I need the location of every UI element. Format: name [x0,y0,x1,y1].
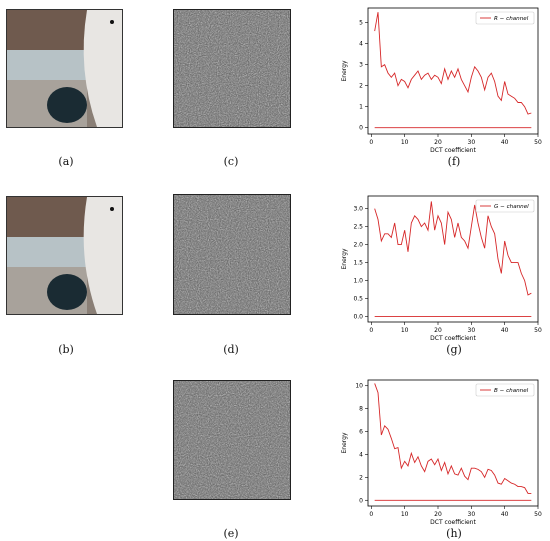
y-tick-label: 1 [359,104,363,111]
y-tick-label: 3.0 [353,206,363,213]
caption-d: (d) [223,343,239,356]
x-tick-label: 50 [534,139,542,146]
plot-frame [367,195,539,323]
photo-b [6,196,123,315]
y-tick-label: 1.5 [353,260,363,267]
dct-noise-c [173,9,291,128]
series-line-b-channel [374,383,532,494]
y-tick-label: 4 [359,41,363,48]
y-tick-label: 0 [359,497,363,504]
legend-label: G − channel [494,204,529,210]
x-tick-label: 40 [501,511,509,518]
legend-box [475,11,535,25]
y-tick-label: 5 [359,20,363,27]
x-tick-label: 10 [401,327,409,334]
bird-image-b [7,197,122,314]
x-tick-label: 20 [434,139,442,146]
y-tick-label: 3 [359,62,363,69]
caption-c: (c) [223,155,239,168]
y-tick-label: 2.5 [353,224,363,231]
x-tick-label: 10 [401,139,409,146]
x-tick-label: 50 [534,327,542,334]
x-tick-label: 20 [434,511,442,518]
x-tick-label: 40 [501,139,509,146]
dct-noise-d [173,194,291,315]
series-line-r-channel [374,12,532,115]
energy-chart-g-svg: 0 10 20 30 40 50 0.0 0.5 1.0 1.5 2.0 2.5 3.0 DCT coef… [341,195,542,342]
y-tick-label: 1.0 [353,278,363,285]
caption-b: (b) [58,343,74,356]
energy-chart-b: 0 10 20 30 40 50 0 2 4 6 8 10 DCT coefficient Energy B… [340,374,548,526]
legend-box [475,199,535,213]
caption-h: (h) [446,527,462,540]
x-tick-label: 20 [434,327,442,334]
y-tick-label: 0 [359,125,363,132]
x-tick-label: 30 [468,511,476,518]
x-tick-label: 30 [468,327,476,334]
y-tick-label: 0.0 [353,314,363,321]
x-tick-label: 0 [369,139,373,146]
legend-box [475,383,535,397]
legend-label: R − channel [494,16,529,22]
x-tick-label: 50 [534,511,542,518]
y-tick-label: 6 [359,429,363,436]
y-tick-label: 4 [359,451,363,458]
y-axis-label: Energy [341,432,348,453]
x-axis-label: DCT coefficient [430,147,476,154]
y-tick-label: 2 [359,83,363,90]
energy-chart-b-svg: 0 10 20 30 40 50 0 2 4 6 8 10 DCT coefficient Energy B… [341,379,542,526]
caption-e: (e) [223,527,239,540]
series-line-g-channel [374,201,532,296]
y-tick-label: 0.5 [353,296,363,303]
x-tick-label: 30 [468,139,476,146]
y-tick-label: 8 [359,406,363,413]
bird-image-a [7,10,122,127]
photo-a [6,9,123,128]
x-tick-label: 0 [369,511,373,518]
y-axis-label: Energy [341,248,348,269]
y-tick-label: 2.0 [353,242,363,249]
dct-noise-e [173,380,291,500]
legend-label: B − channel [494,388,529,394]
plot-frame [367,7,539,135]
energy-chart-r: 0 10 20 30 40 50 0 1 2 3 4 5 DCT coefficient Energy R … [340,2,548,154]
caption-g: (g) [446,343,462,356]
x-axis-label: DCT coefficient [430,519,476,526]
energy-chart-r-svg: 0 10 20 30 40 50 0 1 2 3 4 5 DCT coefficient Energy R … [341,7,542,154]
energy-chart-g: 0 10 20 30 40 50 0.0 0.5 1.0 1.5 2.0 2.5 3.0 DCT coef… [340,190,548,342]
plot-frame [367,379,539,507]
x-tick-label: 0 [369,327,373,334]
x-tick-label: 10 [401,511,409,518]
caption-a: (a) [58,155,74,168]
y-tick-label: 10 [355,383,363,390]
y-axis-label: Energy [341,60,348,81]
x-axis-label: DCT coefficient [430,335,476,342]
y-tick-label: 2 [359,474,363,481]
x-tick-label: 40 [501,327,509,334]
caption-f: (f) [447,155,461,168]
